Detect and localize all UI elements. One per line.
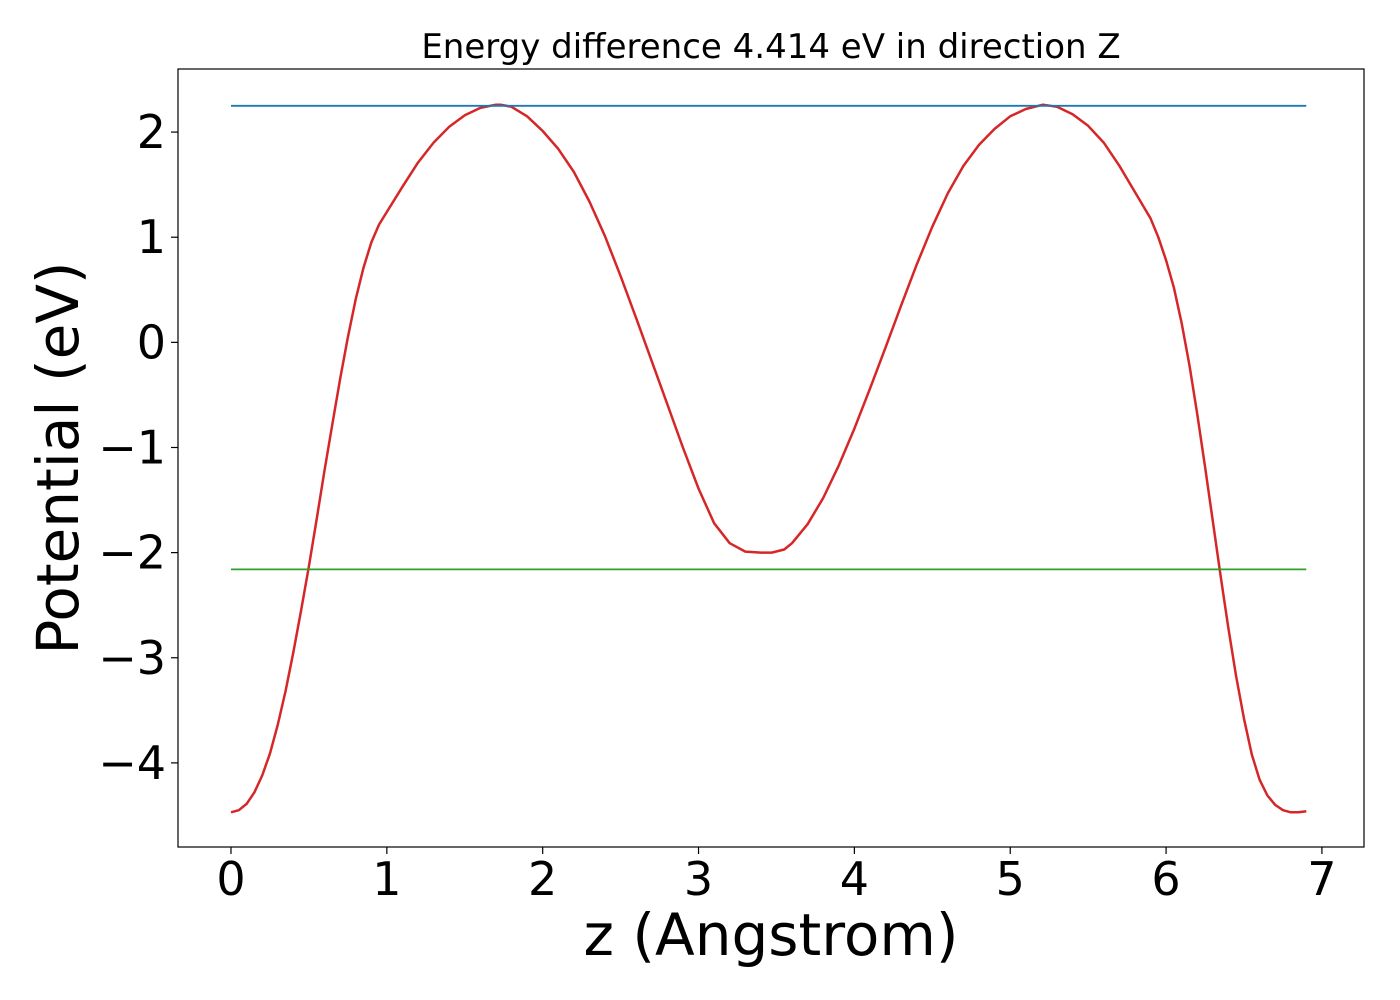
x-tick-label: 2 (528, 852, 557, 906)
x-axis-ticks: 0 1 2 3 4 5 6 7 (216, 847, 1337, 906)
y-tick-label: 2 (137, 105, 166, 159)
y-tick-label: −1 (98, 420, 166, 474)
x-tick-label: 5 (996, 852, 1025, 906)
y-tick-label: 0 (137, 315, 166, 369)
x-tick-label: 6 (1151, 852, 1180, 906)
y-tick-label: −2 (98, 526, 166, 580)
y-axis-ticks: −4 −3 −2 −1 0 1 2 (98, 105, 178, 790)
x-tick-label: 3 (684, 852, 713, 906)
x-tick-label: 7 (1307, 852, 1336, 906)
plot-frame (177, 68, 1365, 848)
plot-lines (230, 103, 1307, 814)
x-tick-label: 1 (372, 852, 401, 906)
x-tick-label: 4 (840, 852, 869, 906)
x-axis-label: z (Angstrom) (584, 901, 959, 969)
y-axis-label: Potential (eV) (24, 261, 92, 654)
y-tick-label: −3 (98, 631, 166, 685)
y-tick-label: 1 (137, 210, 166, 264)
potential-curve (230, 103, 1307, 814)
y-tick-label: −4 (98, 736, 166, 790)
chart-title: Energy difference 4.414 eV in direction … (421, 27, 1120, 67)
x-tick-label: 0 (216, 852, 245, 906)
